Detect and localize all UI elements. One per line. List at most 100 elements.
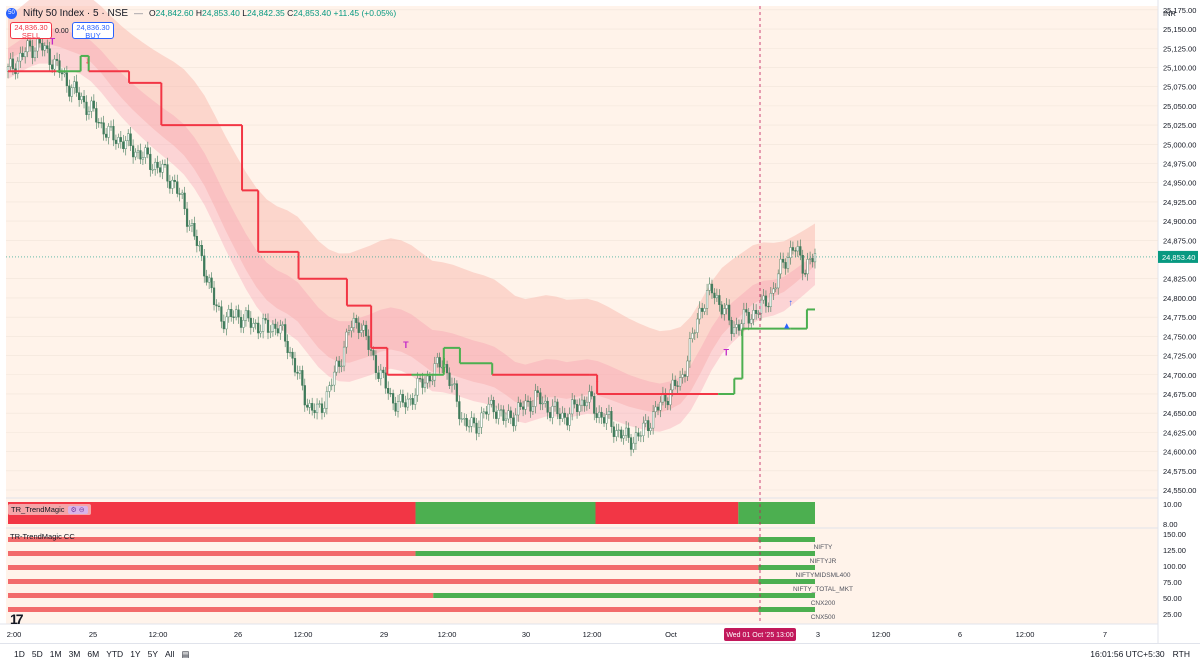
trendmagic-cc-indicator-label[interactable]: TR-TrendMagic CC (10, 532, 75, 541)
candle-body (252, 323, 255, 328)
candle-body (352, 318, 355, 328)
candle-body (764, 295, 768, 307)
cc-row-down (8, 607, 759, 612)
buy-price: 24,836.30 (76, 23, 110, 32)
candle-body (713, 292, 716, 299)
candle-body (487, 403, 490, 415)
cloud-band-upper (8, 0, 815, 413)
candle-body (666, 401, 669, 406)
cc-row-down (8, 565, 759, 570)
candle-body (190, 223, 194, 226)
candle-body (315, 403, 319, 414)
candle-body (634, 432, 638, 444)
range-ytd[interactable]: YTD (106, 649, 124, 659)
candle-body (811, 258, 814, 263)
trendmagic-indicator-label[interactable]: TR_TrendMagic ⚙ ⊖ (8, 504, 91, 515)
range-1m[interactable]: 1M (49, 649, 62, 659)
signal-marker: T (50, 36, 56, 46)
candle-body (46, 45, 49, 49)
trendmagic-segment (8, 502, 416, 524)
candle-body (522, 406, 525, 410)
candle-body (303, 385, 306, 406)
sell-button[interactable]: 24,836.30 SELL (10, 22, 52, 40)
candle-body (384, 372, 387, 389)
range-all[interactable]: All (165, 649, 175, 659)
session-type[interactable]: RTH (1172, 649, 1190, 659)
candle-body (185, 208, 189, 227)
candle-body (151, 169, 154, 171)
candle-body (257, 322, 260, 334)
candle-body (649, 427, 652, 432)
buy-button[interactable]: 24,836.30 BUY (72, 22, 114, 40)
bottom-toolbar: 1D 5D 1M 3M 6M YTD 1Y 5Y All ▤ 16:01:56 … (0, 643, 1200, 664)
candle-body (551, 405, 554, 418)
candle-body (409, 398, 412, 400)
cc-row-name: CNX200 (811, 600, 836, 607)
candle-body (696, 318, 699, 333)
candle-body (617, 429, 620, 431)
candle-body (291, 351, 294, 359)
x-tick-label: 26 (234, 630, 242, 639)
candle-body (742, 309, 745, 324)
candle-body (715, 295, 718, 299)
candle-body (254, 322, 257, 325)
symbol-title[interactable]: Nifty 50 Index · 5 · NSE (23, 7, 129, 19)
y-tick-label: 24,825.00 (1163, 275, 1196, 284)
candle-body (791, 247, 795, 251)
candle-body (813, 253, 817, 263)
y-tick-label: 25,050.00 (1163, 102, 1196, 111)
candle-body (534, 390, 537, 407)
trendmagic-name: TR_TrendMagic (11, 505, 65, 514)
sell-price: 24,836.30 (14, 23, 48, 32)
range-6m[interactable]: 6M (87, 649, 100, 659)
candle-body (78, 92, 81, 101)
candle-body (590, 391, 593, 397)
candle-body (139, 150, 142, 160)
candle-body (168, 180, 171, 189)
candle-body (355, 318, 358, 323)
candle-body (598, 411, 601, 418)
candle-body (296, 372, 299, 374)
range-1y[interactable]: 1Y (130, 649, 141, 659)
candle-body (806, 259, 809, 275)
candle-body (220, 306, 223, 322)
candle-body (26, 40, 29, 53)
candle-body (173, 179, 176, 182)
candle-body (156, 161, 159, 168)
candle-body (426, 375, 429, 384)
candle-body (146, 147, 149, 155)
candle-body (311, 403, 314, 411)
candle-body (698, 307, 701, 320)
candle-body (718, 295, 721, 305)
candle-body (102, 122, 105, 135)
range-1d[interactable]: 1D (14, 649, 25, 659)
range-5d[interactable]: 5D (31, 649, 43, 659)
cc-row-up (758, 607, 815, 612)
candle-body (477, 427, 481, 434)
candle-body (60, 72, 64, 75)
candle-body (158, 167, 162, 173)
candle-body (360, 329, 363, 333)
candle-body (237, 309, 240, 318)
candle-body (546, 400, 549, 413)
candle-body (141, 157, 145, 160)
candle-body (266, 319, 270, 333)
candle-body (808, 258, 812, 260)
candle-body (276, 328, 279, 334)
candle-body (136, 150, 140, 153)
candle-body (144, 147, 147, 158)
y-tick-label: 25,000.00 (1163, 140, 1196, 149)
candle-body (230, 309, 233, 318)
candle-body (171, 179, 174, 189)
range-3m[interactable]: 3M (68, 649, 81, 659)
tradingview-logo-icon: 17 (10, 611, 24, 627)
candle-body (92, 100, 95, 109)
candle-body (578, 404, 581, 412)
range-5y[interactable]: 5Y (147, 649, 158, 659)
date-range-calendar-icon[interactable]: ▤ (181, 649, 190, 659)
indicator-settings-icon[interactable]: ⚙ ⊖ (67, 505, 88, 514)
candle-body (58, 60, 61, 73)
clock-time[interactable]: 16:01:56 UTC+5:30 (1090, 649, 1165, 659)
